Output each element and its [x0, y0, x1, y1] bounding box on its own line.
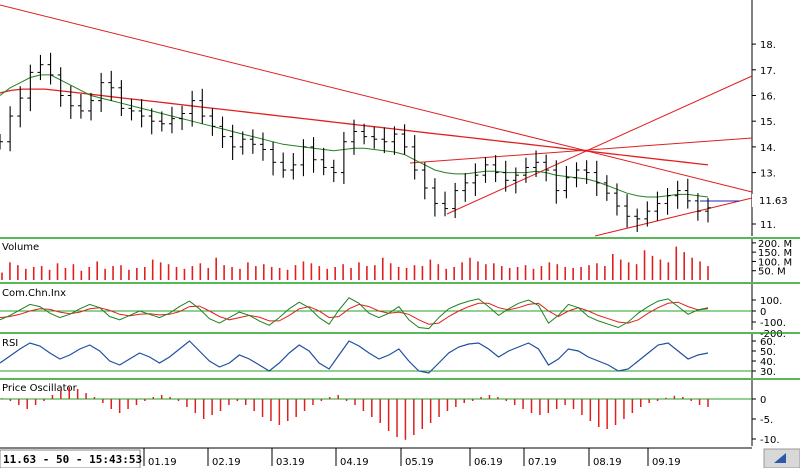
trendlines [0, 4, 753, 237]
month-tick-label: 05.19 [405, 457, 434, 468]
oscillator-tick-label: 0 [760, 395, 766, 406]
rsi-label: RSI [2, 338, 18, 349]
cci-signal-line [0, 301, 709, 325]
last-price-label: 11.63 [759, 196, 788, 207]
rsi-line [0, 340, 709, 374]
price-bars [0, 52, 711, 232]
price-tick-label: 17. [760, 66, 776, 77]
rsi-tick-label: 30. [760, 367, 776, 378]
rsi-tick-label: 60. [760, 337, 776, 348]
status-readout: 11.63 - 50 - 15:43:53 [3, 453, 142, 466]
month-tick-label: 09.19 [652, 457, 681, 468]
oscillator-tick-label: -5. [760, 415, 773, 426]
volume-label: Volume [2, 242, 39, 253]
trendline-channel-lower-b [594, 197, 753, 237]
month-tick-label: 02.19 [212, 457, 241, 468]
month-tick-label: 03.19 [276, 457, 305, 468]
rsi-tick-label: 50. [760, 347, 776, 358]
trendline-channel-lower-a [446, 75, 753, 215]
oscillator-label: Price Oscillator [2, 383, 78, 394]
status-box [0, 449, 141, 468]
price-tick-label: 14. [760, 143, 776, 154]
oscillator-tick-label: -10. [760, 435, 780, 446]
oscillator-bars [1, 387, 709, 440]
cci-tick-label: 0 [760, 307, 766, 318]
price-tick-label: 11. [760, 220, 776, 231]
month-tick-label: 08.19 [593, 457, 622, 468]
cci-tick-label: -200. [760, 329, 786, 340]
month-tick-label: 07.19 [528, 457, 557, 468]
cci-panel: Com.Chn.Inx 100.0-100.-200. [0, 284, 786, 340]
time-axis-ticks: 01.19 02.19 03.19 04.19 05.19 06.19 07.19 08.19… [143, 448, 681, 468]
rsi-tick-label: 40. [760, 357, 776, 368]
cci-tick-label: 100. [760, 296, 782, 307]
cci-line [0, 297, 709, 330]
arrow-icon [774, 453, 786, 463]
month-tick-label: 04.19 [340, 457, 369, 468]
volume-bars [1, 246, 709, 280]
price-panel: 11.12.13.14.15.16.17.18. 11.63 [0, 0, 800, 237]
oscillator-axis-ticks: 0 -5. -10. [752, 395, 780, 446]
cci-label: Com.Chn.Inx [2, 288, 66, 299]
scroll-control[interactable] [763, 448, 800, 468]
volume-tick-label: 100. M [758, 257, 792, 268]
trendline-downtrend [0, 4, 753, 193]
volume-tick-label: 50. M [758, 267, 786, 278]
rsi-panel: RSI 60.50.40.30. [0, 334, 776, 378]
price-tick-label: 18. [760, 40, 776, 51]
last-price-marker [752, 194, 800, 207]
cci-tick-label: -100. [760, 318, 786, 329]
month-tick-label: 01.19 [148, 457, 177, 468]
month-tick-label: 06.19 [474, 457, 503, 468]
price-tick-label: 16. [760, 92, 776, 103]
volume-tick-label: 150. M [758, 248, 792, 259]
volume-tick-label: 200. M [758, 239, 792, 250]
price-tick-label: 15. [760, 117, 776, 128]
oscillator-panel: Price Oscillator 0 -5. -10. [0, 380, 780, 446]
price-tick-label: 13. [760, 169, 776, 180]
rsi-axis-ticks: 60.50.40.30. [752, 337, 776, 378]
